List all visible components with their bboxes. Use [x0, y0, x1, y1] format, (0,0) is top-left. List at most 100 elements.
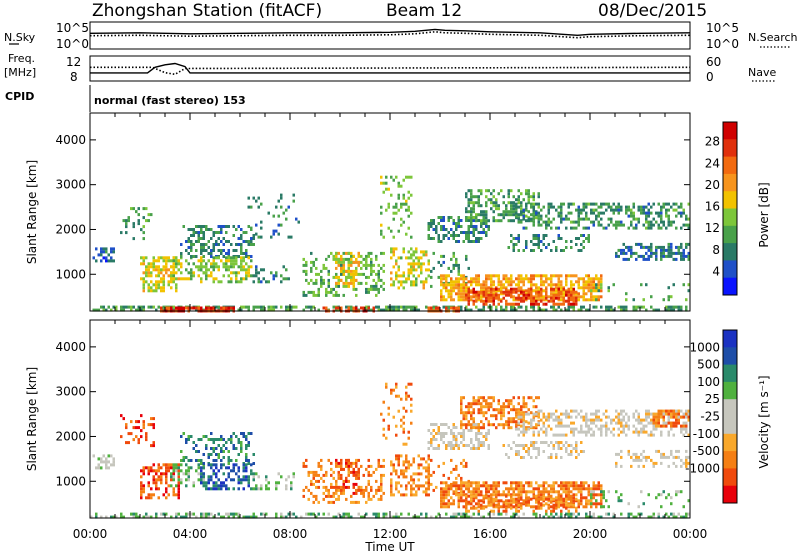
power-cell	[95, 308, 98, 312]
power-cell	[472, 201, 475, 205]
power-cell	[447, 274, 450, 278]
velocity-cell	[135, 515, 138, 519]
velocity-cell	[385, 385, 388, 389]
power-cell	[227, 259, 230, 263]
velocity-cell	[555, 424, 558, 428]
velocity-cell	[190, 459, 193, 462]
velocity-cell	[655, 418, 658, 422]
power-cell	[600, 305, 603, 309]
power-cell	[562, 217, 565, 221]
velocity-cell	[290, 484, 293, 488]
velocity-cell	[212, 515, 215, 519]
velocity-cell	[480, 420, 483, 424]
velocity-cell	[232, 447, 235, 450]
power-cell	[217, 265, 220, 269]
velocity-cell	[227, 462, 230, 465]
power-cell	[340, 260, 343, 264]
power-cell	[235, 228, 238, 231]
power-cell	[472, 210, 475, 214]
power-cell	[442, 219, 445, 222]
velocity-cell	[265, 487, 268, 491]
power-cell	[430, 222, 433, 225]
velocity-cell	[425, 487, 428, 491]
power-cell	[350, 278, 353, 282]
power-cell	[220, 306, 223, 310]
velocity-cell	[522, 424, 525, 428]
velocity-cell	[170, 472, 173, 476]
velocity-cell	[345, 497, 348, 501]
velocity-cell	[500, 417, 503, 421]
power-cell	[475, 228, 478, 231]
power-cell	[172, 256, 175, 260]
velocity-cell	[507, 456, 510, 459]
velocity-cell	[567, 424, 570, 428]
velocity-cell	[657, 409, 660, 413]
velocity-cell	[192, 481, 195, 485]
power-cell	[577, 208, 580, 212]
power-cell	[687, 223, 690, 227]
velocity-cell	[337, 488, 340, 492]
velocity-cell	[600, 493, 603, 497]
velocity-cell	[472, 496, 475, 500]
power-cell	[215, 262, 218, 266]
velocity-cell	[582, 487, 585, 491]
power-cell	[517, 220, 520, 224]
velocity-cell	[390, 515, 393, 519]
power-cell	[365, 281, 368, 285]
power-cell	[537, 202, 540, 206]
power-cell	[472, 231, 475, 234]
velocity-cell	[562, 444, 565, 447]
power-cell	[507, 219, 510, 223]
velocity-cell	[482, 423, 485, 427]
power-cell	[395, 175, 398, 179]
power-cell	[370, 257, 373, 261]
power-cell	[185, 268, 188, 272]
velocity-cell	[505, 420, 508, 424]
power-cell	[380, 223, 383, 227]
velocity-cell	[527, 484, 530, 488]
power-cell	[545, 287, 548, 291]
power-cell	[355, 257, 358, 261]
power-cell	[560, 290, 563, 294]
power-cell	[587, 240, 590, 243]
velocity-cell	[447, 441, 450, 444]
power-cell	[417, 262, 420, 266]
velocity-cell	[517, 409, 520, 413]
power-cell	[480, 189, 483, 193]
power-cell	[390, 247, 393, 251]
power-cell	[642, 257, 645, 261]
velocity-cell	[455, 493, 458, 497]
velocity-cell	[215, 481, 218, 485]
velocity-cell	[337, 494, 340, 498]
velocity-cell	[665, 409, 668, 413]
velocity-cell	[510, 417, 513, 421]
velocity-cell	[585, 430, 588, 434]
power-cell	[247, 308, 250, 312]
velocity-cell	[467, 479, 470, 483]
power-cell	[310, 290, 313, 294]
power-cell	[635, 305, 638, 309]
velocity-cell	[470, 417, 473, 421]
power-cell	[600, 289, 603, 293]
power-cell	[617, 248, 620, 252]
power-cell	[487, 219, 490, 223]
velocity-cell	[667, 415, 670, 419]
velocity-cell	[450, 444, 453, 447]
power-cell	[142, 305, 145, 309]
velocity-cell	[567, 494, 570, 498]
power-cell	[287, 205, 290, 209]
velocity-cell	[627, 424, 630, 428]
power-cell	[410, 280, 413, 284]
velocity-cell	[237, 466, 240, 470]
power-cell	[145, 274, 148, 278]
power-cell	[590, 283, 593, 287]
freq-tick-8: 8	[70, 70, 78, 84]
power-cell	[632, 308, 635, 312]
power-cell	[432, 237, 435, 240]
power-cell	[627, 257, 630, 261]
power-cell	[432, 219, 435, 222]
velocity-cell	[140, 484, 143, 488]
velocity-cell	[542, 424, 545, 428]
velocity-cell	[600, 499, 603, 503]
velocity-cell	[647, 409, 650, 413]
